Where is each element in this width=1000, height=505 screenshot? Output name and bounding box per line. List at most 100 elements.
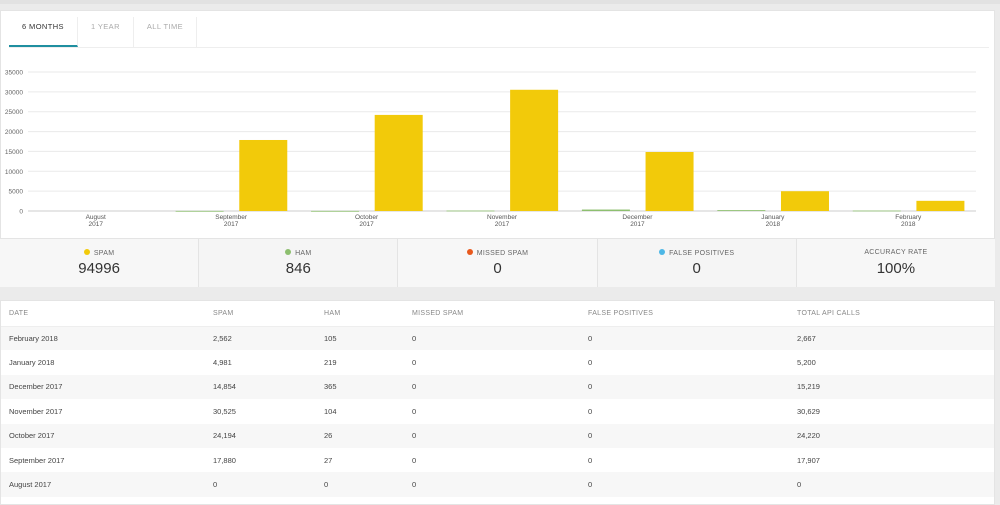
cell-ham: 27 [324,455,333,465]
cell-spam: 30,525 [213,406,236,416]
header-false-positives: FALSE POSITIVES [588,301,797,327]
cell-ham: 104 [324,406,337,416]
cell-missed-spam: 0 [412,423,588,448]
cell-ham: 0 [324,472,412,497]
spam-bar[interactable] [510,89,559,211]
header-spam: SPAM [213,301,324,327]
spam-bar[interactable] [780,191,829,211]
header-total-api-calls: TOTAL API CALLS [797,301,994,327]
ham-bar[interactable] [852,210,901,212]
spam-bar[interactable] [374,114,423,211]
cell-missed-spam: 0 [412,374,588,400]
ham-dot-icon [285,249,292,255]
cell-false-positives: 0 [588,423,797,448]
stat-label: MISSED SPAM [476,250,529,257]
cell-missed-spam: 0 [412,326,588,351]
top-border [0,0,1000,4]
bar-chart: 0 5000 10000 15000 20000 25000 30000 35000 Augus… [5,70,976,228]
x-tick-label: October [355,214,379,221]
ham-bar[interactable] [446,210,495,212]
spam-bar[interactable] [239,139,288,211]
stat-label: HAM [295,250,312,257]
cell-false-positives: 0 [588,374,797,400]
stat-label: ACCURACY RATE [864,249,928,256]
table-row: August 2017 0 0 0 0 0 [1,472,994,497]
stat-ham: HAM 846 [199,239,399,287]
cell-date: December 2017 [1,374,213,400]
x-tick-label: January [761,214,785,221]
cell-total-api-calls: 0 [797,472,994,497]
tab-all-time[interactable]: ALL TIME [134,17,198,47]
stat-value: 0 [493,260,502,277]
table-row: February 2018 2,562 105 0 0 2,667 [1,326,994,351]
x-tick-label: 2017 [495,221,510,228]
stat-missed-spam: MISSED SPAM 0 [398,239,598,287]
x-tick-label: 2017 [88,221,103,228]
cell-date: January 2018 [9,358,55,368]
table-row: October 2017 24,194 26 0 0 24,220 [1,423,994,448]
tabs-divider [9,47,989,48]
missed-spam-dot-icon [466,249,473,255]
x-tick-label: August [86,214,106,221]
spam-dot-icon [83,249,90,255]
cell-total-api-calls: 30,629 [797,406,820,416]
ham-bar[interactable] [717,210,766,211]
cell-date: September 2017 [9,455,65,465]
y-tick-label: 20000 [5,129,23,136]
spam-bar[interactable] [645,152,694,211]
cell-ham: 105 [324,326,412,351]
table-row: January 2018 4,981 219 0 0 5,200 [1,350,994,374]
cell-spam: 4,981 [213,358,232,368]
cell-spam: 2,562 [213,326,324,351]
stat-label: FALSE POSITIVES [669,250,735,257]
x-tick-label: 2017 [224,221,239,228]
stat-value: 94996 [78,260,120,277]
cell-missed-spam: 0 [412,472,588,497]
cell-date: August 2017 [1,472,213,497]
table-row: September 2017 17,880 27 0 0 17,907 [1,448,994,472]
cell-spam: 0 [213,472,324,497]
cell-spam: 17,880 [213,455,236,465]
y-tick-label: 25000 [5,109,23,116]
stats-bar: SPAM 94996 HAM 846 MISSED SPAM 0 FALSE P… [0,238,996,287]
table-row: December 2017 14,854 365 0 0 15,219 [1,374,994,400]
cell-total-api-calls: 2,667 [797,326,994,351]
y-tick-label: 0 [19,209,23,216]
cell-total-api-calls: 5,200 [797,358,816,368]
cell-ham: 26 [324,423,412,448]
cell-false-positives: 0 [588,472,797,497]
cell-false-positives: 0 [588,326,797,351]
cell-missed-spam: 0 [412,455,417,465]
x-tick-label: 2018 [901,221,916,228]
spam-bar[interactable] [916,200,965,211]
stat-value: 846 [285,260,311,277]
cell-missed-spam: 0 [412,406,417,416]
usage-table: DATE SPAM HAM MISSED SPAM FALSE POSITIVE… [1,301,994,497]
stat-false-positives: FALSE POSITIVES 0 [597,239,797,287]
ham-bar[interactable] [175,210,224,212]
ham-bar[interactable] [581,209,630,211]
stat-accuracy-rate: ACCURACY RATE 100% [796,239,996,287]
cell-spam: 14,854 [213,374,324,400]
cell-total-api-calls: 17,907 [797,455,820,465]
cell-date: November 2017 [9,406,63,416]
y-tick-label: 10000 [5,169,23,176]
x-tick-label: February [895,214,922,221]
cell-date: February 2018 [1,326,213,351]
y-tick-label: 5000 [9,189,24,196]
stat-value: 0 [692,260,701,277]
cell-spam: 24,194 [213,423,324,448]
table-header-row: DATE SPAM HAM MISSED SPAM FALSE POSITIVE… [1,301,994,327]
stat-label: SPAM [93,250,115,257]
cell-ham: 365 [324,374,412,400]
tab-6-months[interactable]: 6 MONTHS [9,17,78,47]
header-date: DATE [1,301,213,327]
ham-bar[interactable] [311,210,360,212]
y-tick-label: 35000 [5,70,23,77]
tab-1-year[interactable]: 1 YEAR [78,17,134,47]
false-positives-dot-icon [659,249,666,255]
header-ham: HAM [324,301,412,327]
x-tick-label: September [215,214,248,221]
y-tick-label: 30000 [5,89,23,96]
x-tick-label: 2018 [766,221,781,228]
